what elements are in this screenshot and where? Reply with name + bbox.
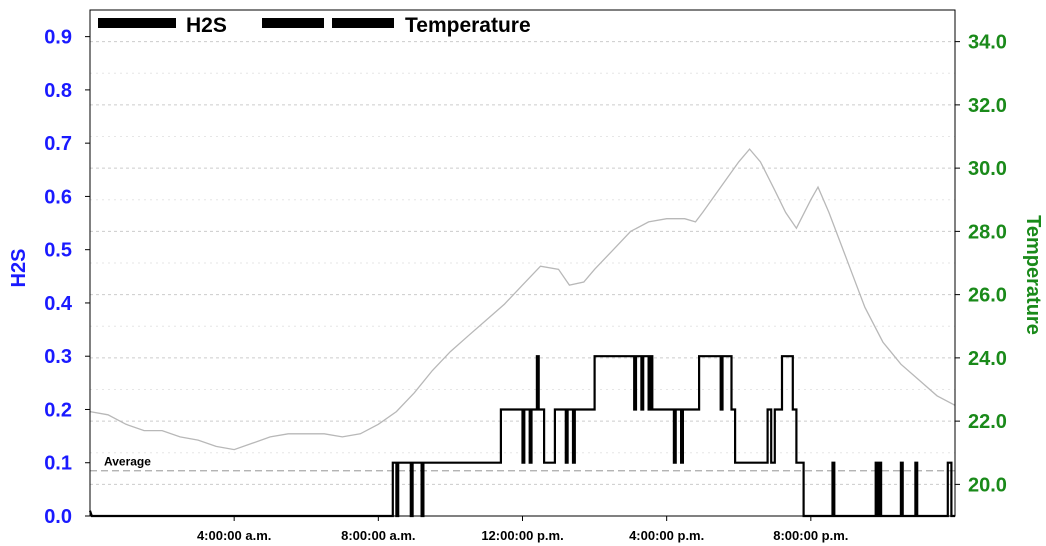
left-tick-label: 0.9 [44, 27, 72, 49]
legend: H2S Temperature [98, 14, 531, 37]
right-tick-label: 22.0 [968, 411, 1007, 433]
right-tick-label: 24.0 [968, 348, 1007, 370]
left-tick-label: 0.8 [44, 80, 72, 102]
right-axis-title: Temperature [1022, 215, 1044, 335]
right-tick-label: 34.0 [968, 32, 1007, 54]
right-tick-label: 32.0 [968, 95, 1007, 117]
left-tick-label: 0.6 [44, 186, 72, 208]
right-tick-label: 20.0 [968, 474, 1007, 496]
series-line-temperature [89, 148, 956, 451]
legend-label-h2s: H2S [186, 14, 227, 37]
series-line-h2s [88, 355, 955, 518]
right-axis: 20.0 22.0 24.0 26.0 28.0 30.0 32.0 34.0 [955, 32, 1007, 496]
left-axis-title: H2S [8, 249, 30, 288]
left-axis: 0.0 0.1 0.2 0.3 0.4 0.5 0.6 0.7 0.8 0.9 [44, 27, 90, 528]
left-tick-label: 0.2 [44, 399, 72, 421]
left-tick-label: 0.0 [44, 506, 72, 528]
left-tick-label: 0.5 [44, 240, 72, 262]
left-tick-label: 0.1 [44, 453, 72, 475]
series [88, 148, 956, 518]
x-tick-label: 12:00:00 p.m. [481, 528, 563, 543]
legend-swatch-temperature-dash-2 [332, 18, 394, 28]
legend-swatch-temperature-dash-1 [262, 18, 324, 28]
left-tick-label: 0.7 [44, 133, 72, 155]
x-tick-label: 4:00:00 p.m. [629, 528, 704, 543]
average-label: Average [104, 455, 151, 469]
left-tick-label: 0.4 [44, 293, 73, 315]
right-tick-label: 26.0 [968, 285, 1007, 307]
right-tick-label: 30.0 [968, 158, 1007, 180]
legend-swatch-h2s [98, 18, 176, 28]
x-tick-label: 8:00:00 a.m. [341, 528, 415, 543]
x-axis: 4:00:00 a.m. 8:00:00 a.m. 12:00:00 p.m. 4:0… [197, 516, 848, 543]
grid [90, 41, 955, 485]
x-tick-label: 8:00:00 p.m. [773, 528, 848, 543]
legend-label-temperature: Temperature [405, 14, 531, 37]
left-tick-label: 0.3 [44, 346, 72, 368]
annotations: Average [90, 455, 955, 472]
right-tick-label: 28.0 [968, 221, 1007, 243]
x-tick-label: 4:00:00 a.m. [197, 528, 271, 543]
